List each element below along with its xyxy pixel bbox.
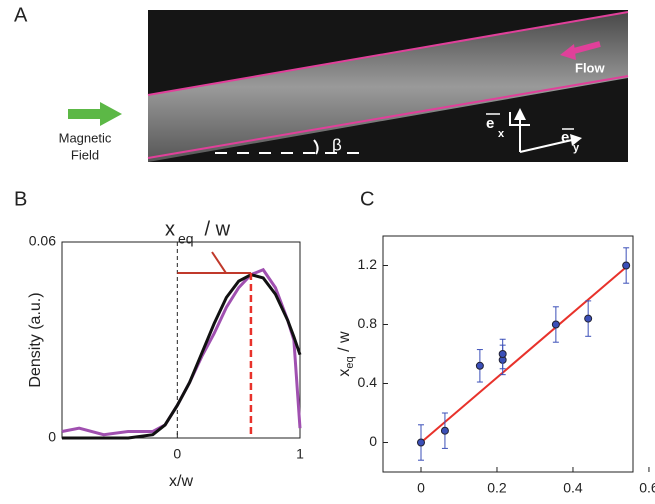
plot-frame — [61, 241, 301, 439]
y-label-rest: / w — [336, 331, 353, 356]
y-tick-label: 0.4 — [358, 374, 378, 390]
y-tick-label: 0.8 — [358, 315, 378, 331]
fit-line — [420, 264, 629, 444]
y-tick-label: 0 — [48, 429, 56, 445]
x-axis-label: x/w — [169, 473, 193, 490]
field-arrow-head — [100, 102, 122, 126]
y-label-main: x — [336, 369, 353, 377]
y-tick-label: 0.06 — [29, 233, 56, 249]
y-tick-label: 0 — [369, 433, 377, 449]
x-tick-label: 0 — [173, 446, 181, 462]
field-label: Field — [71, 147, 99, 162]
y-tick-label: 1.2 — [358, 256, 378, 272]
y-axis-label: xeq / w — [336, 331, 356, 377]
density-curve — [61, 267, 302, 437]
panel-label: A — [14, 4, 28, 26]
annotation-text: / w — [199, 218, 231, 240]
data-point — [551, 320, 560, 329]
basis-subscript: y — [573, 142, 580, 154]
density-curve — [62, 273, 302, 440]
y-label-sub: eq — [344, 356, 356, 368]
x-tick-label: 0.6 — [639, 480, 655, 496]
annotation-sub: eq — [178, 231, 194, 247]
data-point — [440, 426, 449, 435]
flow-label: Flow — [575, 60, 605, 75]
panel-label: B — [14, 188, 27, 210]
x-tick-label: 0.4 — [563, 480, 583, 496]
panel-label: C — [360, 188, 374, 210]
x-tick-label: 1 — [296, 446, 304, 462]
annotation-text: x — [165, 218, 175, 240]
field-arrow — [68, 109, 102, 119]
field-label: Magnetic — [59, 130, 112, 145]
basis-label: e — [486, 115, 494, 132]
plot-frame — [382, 235, 634, 473]
y-axis-label: Density (a.u.) — [27, 292, 44, 387]
data-point — [475, 361, 484, 370]
angle-label: β — [332, 135, 342, 154]
microscope-image — [147, 10, 629, 162]
data-point — [622, 261, 631, 270]
annotation-pointer — [211, 251, 227, 274]
basis-subscript: x — [498, 128, 505, 140]
basis-label: e — [561, 129, 569, 146]
data-point — [584, 314, 593, 323]
x-tick-label: 0.2 — [487, 480, 507, 496]
x-tick-label: 0 — [417, 480, 425, 496]
data-point — [498, 350, 507, 358]
data-point — [416, 438, 425, 447]
